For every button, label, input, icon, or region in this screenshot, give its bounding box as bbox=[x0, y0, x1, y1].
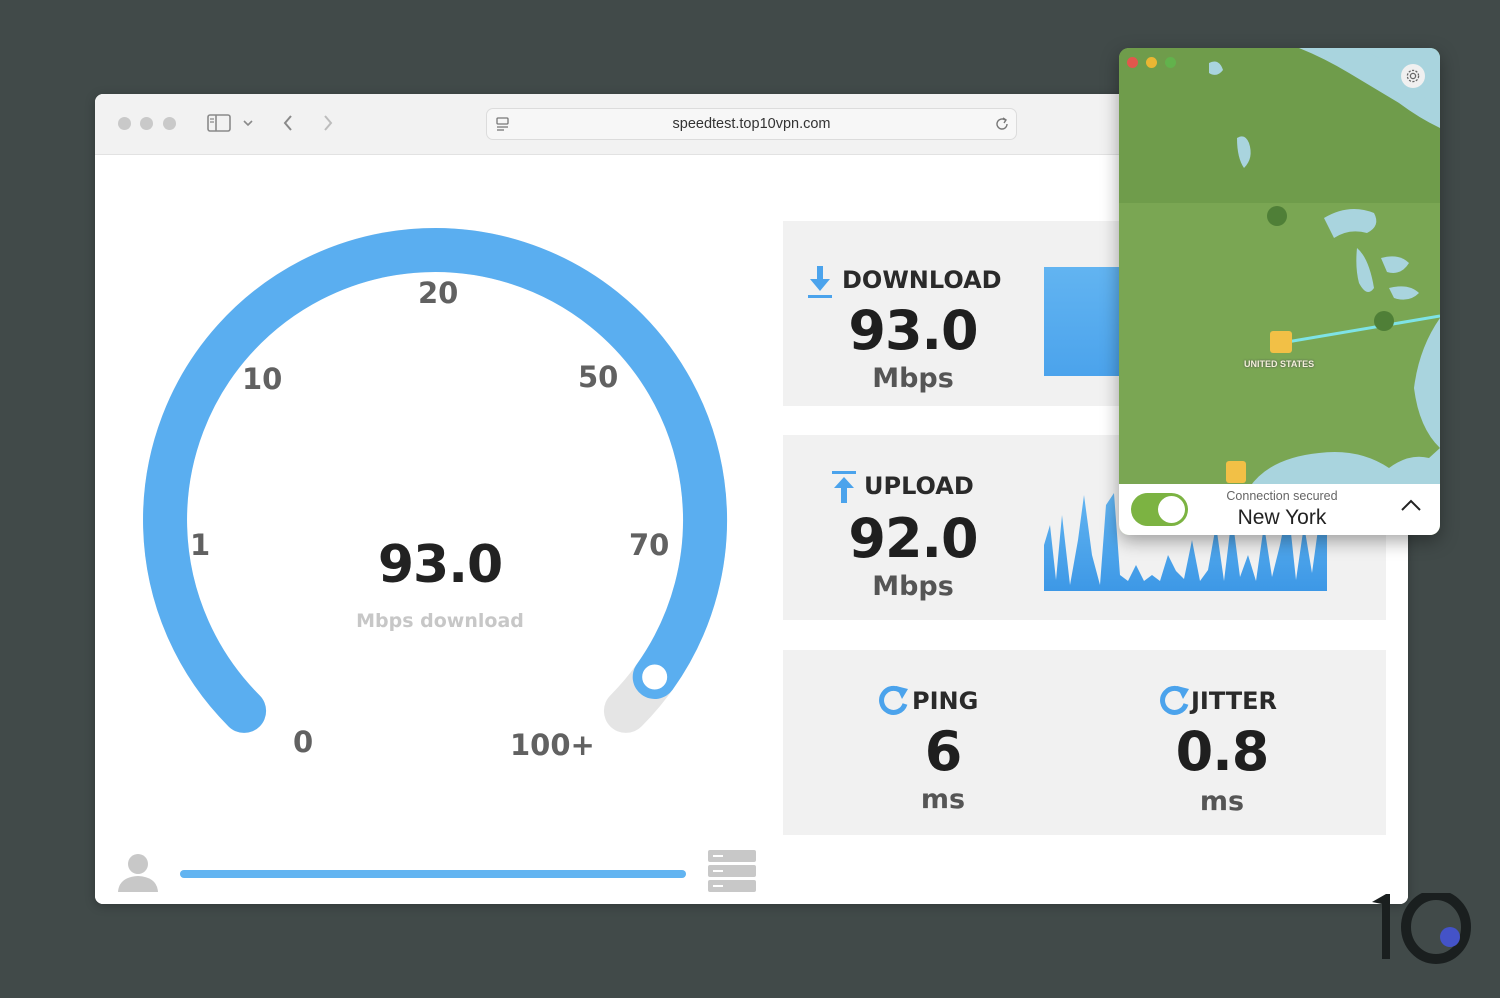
upload-value: 92.0 bbox=[848, 507, 978, 570]
upload-graph bbox=[1044, 493, 1327, 591]
download-graph bbox=[1044, 267, 1124, 376]
jitter-title: JITTER bbox=[1191, 687, 1278, 715]
gauge-needle-knob bbox=[635, 657, 675, 697]
jitter-unit: ms bbox=[1199, 786, 1245, 817]
upload-title: UPLOAD bbox=[864, 472, 974, 500]
top10vpn-logo bbox=[1372, 893, 1471, 964]
vpn-minimize-button[interactable] bbox=[1146, 57, 1157, 68]
latency-card: PING 6 ms JITTER 0.8 ms bbox=[783, 650, 1386, 835]
page-menu-icon[interactable] bbox=[495, 116, 511, 137]
ping-value: 6 bbox=[924, 720, 963, 783]
user-icon bbox=[115, 852, 161, 899]
gauge-label-0: 0 bbox=[293, 725, 313, 759]
gauge-label-20: 20 bbox=[418, 276, 458, 310]
gauge-label-1: 1 bbox=[190, 528, 210, 562]
vpn-zoom-button[interactable] bbox=[1165, 57, 1176, 68]
vpn-location[interactable]: New York bbox=[1237, 506, 1327, 529]
gauge-label-100: 100+ bbox=[510, 728, 595, 762]
jitter-value: 0.8 bbox=[1175, 720, 1270, 783]
reload-icon[interactable] bbox=[994, 116, 1010, 137]
gauge-arc bbox=[143, 228, 728, 733]
close-window-button[interactable] bbox=[118, 117, 131, 130]
ping-unit: ms bbox=[920, 784, 966, 815]
download-title: DOWNLOAD bbox=[842, 266, 1002, 294]
zoom-window-button[interactable] bbox=[163, 117, 176, 130]
vpn-status-text: Connection secured bbox=[1226, 489, 1338, 503]
gear-icon[interactable] bbox=[1401, 64, 1425, 88]
chevron-left-icon[interactable] bbox=[278, 108, 298, 138]
sidebar-icon[interactable] bbox=[205, 108, 233, 138]
gauge-label-50: 50 bbox=[578, 360, 618, 394]
download-unit: Mbps bbox=[872, 363, 954, 394]
upload-unit: Mbps bbox=[872, 571, 954, 602]
vpn-close-button[interactable] bbox=[1127, 57, 1138, 68]
speed-gauge: 0 1 10 20 50 70 100+ bbox=[143, 228, 728, 762]
progress-track bbox=[180, 870, 686, 878]
vpn-map bbox=[1119, 48, 1440, 488]
download-arrow-icon bbox=[807, 266, 833, 303]
jitter-refresh-icon bbox=[1159, 684, 1191, 721]
gauge-value-text: 93.0 bbox=[377, 535, 503, 595]
chevron-right-icon[interactable] bbox=[318, 108, 338, 138]
map-country-label: UNITED STATES bbox=[1244, 359, 1315, 369]
vpn-status-bar: Connection secured New York bbox=[1119, 484, 1440, 535]
test-progress bbox=[115, 850, 765, 900]
vpn-toggle[interactable] bbox=[1131, 493, 1188, 526]
upload-arrow-icon bbox=[831, 471, 857, 508]
ping-refresh-icon bbox=[878, 684, 910, 721]
chevron-up-icon[interactable] bbox=[1400, 498, 1422, 517]
address-bar[interactable]: speedtest.top10vpn.com bbox=[486, 108, 1017, 140]
download-value: 93.0 bbox=[848, 299, 978, 362]
minimize-window-button[interactable] bbox=[140, 117, 153, 130]
progress-fill bbox=[180, 870, 686, 878]
vpn-app-window: UNITED STATES Connection secured New Yor… bbox=[1119, 48, 1440, 535]
chevron-down-icon[interactable] bbox=[240, 108, 256, 138]
url-text: speedtest.top10vpn.com bbox=[672, 116, 831, 132]
ping-title: PING bbox=[912, 687, 979, 715]
vpn-toggle-knob bbox=[1158, 496, 1185, 523]
server-icon bbox=[708, 850, 756, 897]
gauge-unit-label: Mbps download bbox=[356, 610, 524, 632]
gauge-label-70: 70 bbox=[629, 528, 669, 562]
gauge-value: 93.0 bbox=[340, 535, 540, 595]
gauge-label-10: 10 bbox=[242, 362, 282, 396]
